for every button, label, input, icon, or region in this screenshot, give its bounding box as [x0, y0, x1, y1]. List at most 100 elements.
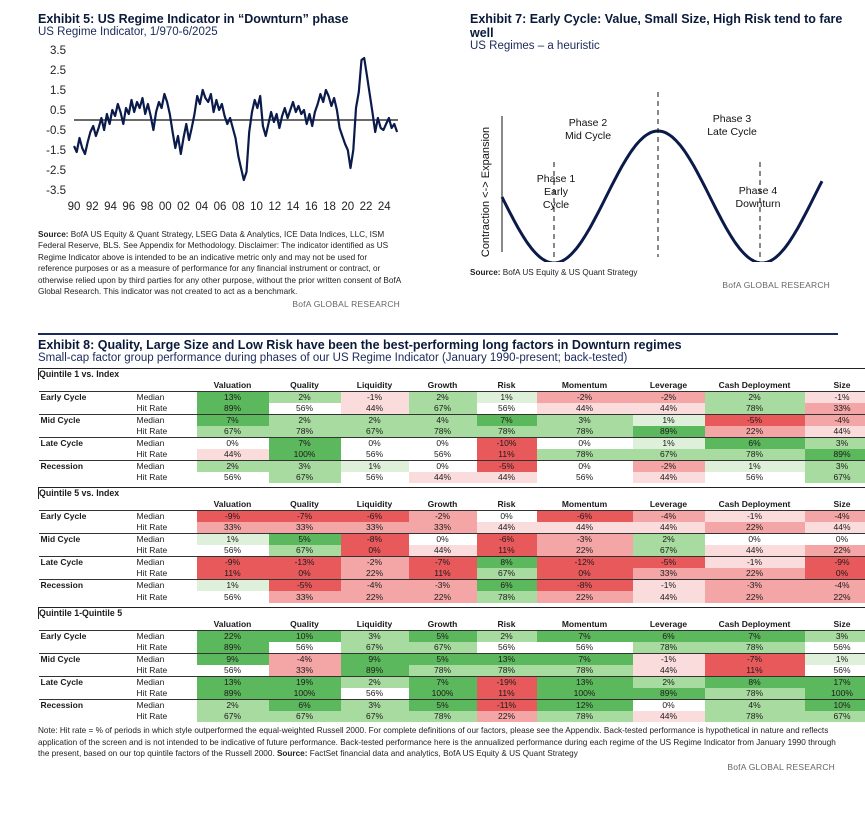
stat-label: Median	[130, 652, 197, 665]
hit-rate-cell: 33%	[196, 522, 269, 534]
median-cell: 1%	[804, 652, 865, 665]
hit-rate-cell: 78%	[536, 710, 633, 723]
stat-label: Hit Rate	[136, 568, 168, 579]
median-cell: 2%	[476, 630, 537, 642]
median-cell: -4%	[804, 510, 865, 523]
median-cell: 0%	[408, 533, 477, 546]
median-cell: -9%	[804, 556, 865, 569]
hit-rate-cell: 78%	[476, 664, 537, 677]
median-cell: -3%	[536, 533, 633, 546]
y-tick-label: -1.5	[46, 145, 66, 157]
median-cell: -6%	[476, 533, 537, 546]
median-cell: 6%	[704, 437, 805, 449]
median-cell: -7%	[408, 556, 477, 569]
median-cell: 10%	[268, 630, 341, 642]
stat-label: Median	[130, 437, 197, 449]
stat-label: Hit Rate	[136, 641, 168, 652]
median-cell: -5%	[704, 414, 805, 426]
median-cell: 13%	[536, 675, 633, 688]
y-tick-label: 2.5	[50, 65, 66, 77]
exhibit-8-source-label: Source:	[276, 748, 308, 758]
hit-rate-cell: 100%	[268, 449, 341, 461]
median-cell: 6%	[476, 579, 537, 592]
median-cell: -6%	[536, 510, 633, 523]
quintile-table: Quintile 1 vs. Index Valuation Quality Liqu…	[37, 368, 865, 484]
y-tick-label: -2.5	[46, 165, 66, 177]
median-cell: -6%	[340, 510, 409, 523]
hit-rate-cell: 56%	[196, 591, 269, 603]
phase-2-line-1: Phase 2	[569, 117, 608, 129]
column-header: Liquidity	[340, 618, 409, 631]
exhibit-8-note-text: Note: Hit rate = % of periods in which s…	[38, 726, 836, 758]
hit-rate-cell: 22%	[476, 710, 537, 723]
median-cell: 3%	[804, 630, 865, 642]
hit-rate-cell: 22%	[704, 568, 805, 580]
table-row: Early Cycle Median -9% -7% -6% -2% 0% -6% -4% -1%…	[39, 510, 865, 523]
hit-rate-cell: 56%	[340, 687, 409, 700]
hit-rate-cell: 78%	[704, 403, 805, 415]
x-tick-label: 20	[341, 201, 354, 213]
hit-rate-cell: 56%	[704, 472, 805, 484]
exhibit-7-subtitle: US Regimes – a heuristic	[470, 40, 600, 52]
regime-indicator-chart: 3.5 2.5 1.5 0.5 -0.5 -1.5 -2.5 -3.590 92 94 96 98 00…	[46, 45, 399, 213]
hit-rate-cell: 0%	[536, 568, 633, 580]
phase-label: Recession	[38, 460, 131, 472]
exhibit-8-brand: BofA GLOBAL RESEARCH	[727, 762, 835, 773]
column-header: Leverage	[632, 618, 705, 631]
median-cell: 0%	[196, 437, 269, 449]
hit-rate-cell: 0%	[268, 568, 341, 580]
column-header: Risk	[476, 499, 537, 512]
column-header: Valuation	[196, 618, 269, 631]
hit-rate-cell: 44%	[632, 403, 705, 415]
phase-label	[39, 665, 131, 677]
phase-label	[39, 545, 131, 557]
median-cell: 7%	[268, 437, 341, 449]
hit-rate-cell: 22%	[340, 568, 409, 580]
median-cell: 7%	[704, 630, 805, 642]
hit-rate-cell: 67%	[196, 426, 269, 438]
hit-rate-cell: 89%	[804, 449, 865, 461]
phase-label: Early Cycle	[40, 392, 87, 402]
stat-label: Median	[130, 414, 197, 426]
column-header: Cash Deployment	[704, 380, 805, 392]
column-header: Risk	[476, 380, 537, 392]
phase-3-line-2: Late Cycle	[707, 126, 757, 138]
table-row: Hit Rate 67% 78% 67% 78% 78% 78% 89% 22% 44%	[39, 426, 865, 438]
hit-rate-cell: 22%	[340, 591, 409, 603]
table-row: Mid Cycle Median 9% -4% 9% 5% 13% 7% -1% -7% 1%	[38, 652, 865, 665]
hit-rate-cell: 100%	[268, 687, 341, 700]
median-cell: 8%	[476, 556, 537, 569]
median-cell: -1%	[704, 510, 805, 523]
table-row: Late Cycle Median -9% -13% -2% -7% 8% -12% -5% -1…	[38, 556, 865, 569]
hit-rate-cell: 33%	[408, 522, 477, 534]
exhibit-8-subtitle: Small-cap factor group performance durin…	[38, 352, 628, 364]
hit-rate-cell: 44%	[632, 522, 705, 534]
column-header: Cash Deployment	[704, 618, 805, 631]
hit-rate-cell: 44%	[632, 710, 705, 723]
column-header: Quality	[268, 380, 341, 392]
hit-rate-cell: 78%	[408, 710, 477, 723]
quintile-table: Quintile 5 vs. Index Valuation Quality Liqu…	[37, 487, 865, 603]
median-cell: -10%	[476, 437, 537, 449]
median-cell: -3%	[408, 579, 477, 592]
median-cell: -13%	[268, 556, 341, 569]
column-header: Valuation	[196, 499, 269, 512]
hit-rate-cell: 33%	[268, 522, 341, 534]
median-cell: 0%	[704, 533, 805, 546]
exhibit-7-title: Exhibit 7: Early Cycle: Value, Small Siz…	[470, 12, 843, 40]
stat-label: Median	[130, 460, 197, 472]
hit-rate-cell: 11%	[704, 664, 805, 677]
hit-rate-cell: 22%	[536, 591, 633, 603]
stat-label: Median	[136, 392, 165, 402]
exhibit-5-source: Source: BofA US Equity & Quant Strategy,…	[38, 229, 403, 297]
median-cell: 2%	[632, 675, 705, 688]
hit-rate-cell: 44%	[476, 522, 537, 534]
median-cell: 3%	[340, 630, 409, 642]
phase-label: Mid Cycle	[38, 414, 131, 426]
median-cell: 2%	[268, 391, 341, 403]
column-header: Risk	[476, 618, 537, 631]
hit-rate-cell: 89%	[632, 426, 705, 438]
quintile-table: Quintile 1-Quintile 5 Valuation Quality Liq…	[37, 606, 865, 723]
column-header: Quality	[268, 618, 341, 631]
median-cell: 0%	[536, 437, 633, 449]
